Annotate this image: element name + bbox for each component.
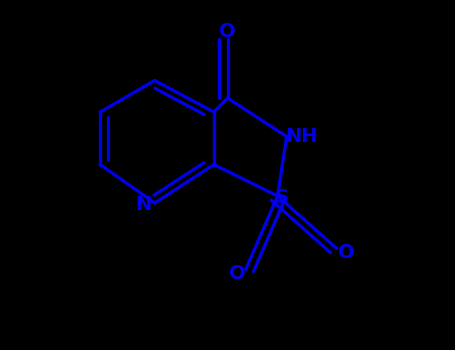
Text: N: N (135, 195, 152, 214)
Text: NH: NH (285, 127, 318, 146)
Text: S: S (275, 188, 289, 207)
Text: O: O (339, 243, 355, 261)
Text: O: O (229, 264, 246, 283)
Text: O: O (219, 22, 236, 41)
